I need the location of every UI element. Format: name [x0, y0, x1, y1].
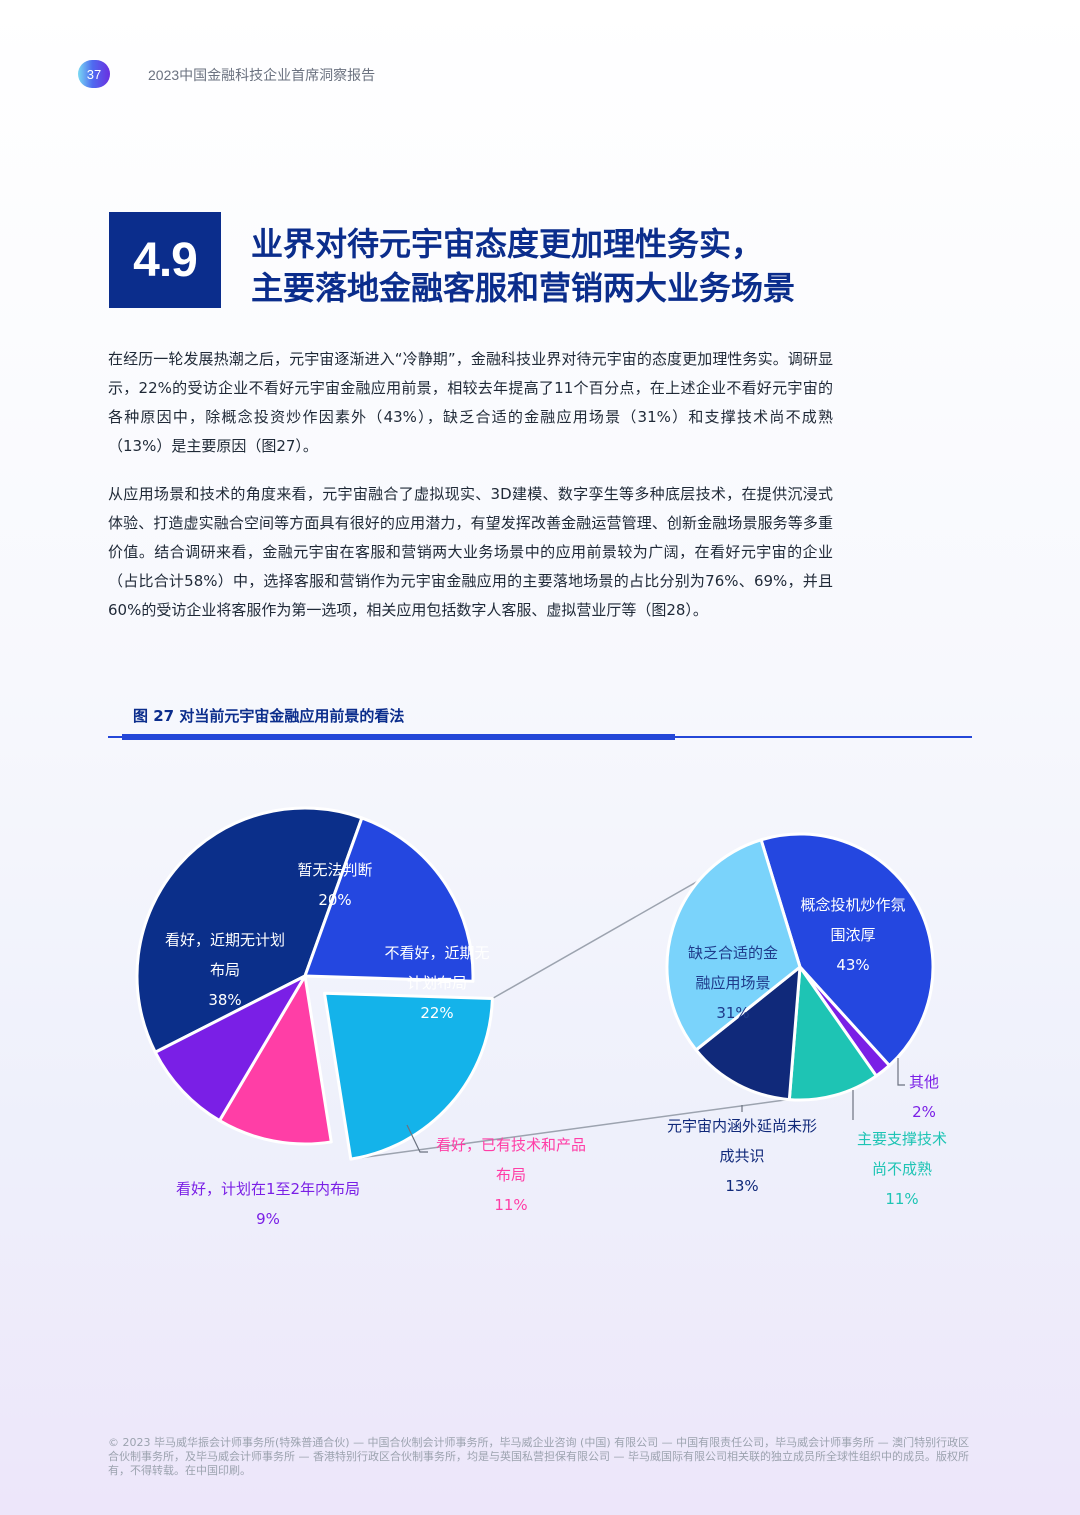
reasons-pie-label-3-value: 13% [725, 1177, 758, 1195]
main-pie-label-3-value: 11% [494, 1196, 527, 1214]
main-pie-slice-2 [323, 991, 494, 1161]
heading-line-2: 主要落地金融客服和营销两大业务场景 [251, 269, 796, 307]
main-pie-label-2-text: 不看好，近期无 [384, 944, 489, 962]
main-pie-label-0-text: 看好，近期无计划 [165, 931, 285, 949]
figure-rule-accent [122, 734, 675, 740]
reasons-pie-leader-1 [897, 1058, 905, 1086]
reasons-pie-label-4: 缺乏合适的金融应用场景 31% [688, 944, 778, 1022]
reasons-pie-slice-4 [665, 838, 802, 1052]
reasons-pie-label-3-text: 元宇宙内涵外延尚未形 [667, 1117, 817, 1135]
reasons-pie-label-2-text: 主要支撑技术 [857, 1130, 947, 1148]
page-number-badge: 37 [78, 60, 110, 88]
reasons-pie-slice-3 [694, 965, 802, 1102]
main-pie-slice-3 [217, 974, 333, 1146]
main-pie [135, 806, 494, 1161]
main-pie-label-4-text: 看好，计划在1至2年内布局 [176, 1180, 360, 1198]
reasons-pie-label-1-text: 其他 [909, 1073, 939, 1091]
main-pie-label-4: 看好，计划在1至2年内布局 9% [176, 1180, 360, 1228]
reasons-pie [665, 832, 935, 1102]
main-pie-leader-3 [406, 1124, 428, 1153]
reasons-pie-label-1-value: 2% [912, 1103, 936, 1121]
main-pie-label-0-text: 布局 [210, 961, 240, 979]
reasons-pie-slice-2 [787, 965, 878, 1102]
reasons-pie-label-4-text: 缺乏合适的金 [688, 944, 778, 962]
main-pie-label-1-text: 暂无法判断 [297, 861, 372, 879]
main-pie-label-2-text: 计划布局 [407, 974, 467, 992]
heading-line-1: 业界对待元宇宙态度更加理性务实， [251, 225, 764, 263]
reasons-pie-label-0-value: 43% [836, 956, 869, 974]
reasons-pie-label-0-text: 概念投机炒作氛 [800, 896, 905, 914]
reasons-pie-label-2-text: 尚不成熟 [872, 1160, 932, 1178]
reasons-pie-label-1: 其他 2% [909, 1073, 939, 1121]
body-paragraph-1: 在经历一轮发展热潮之后，元宇宙逐渐进入“冷静期”，金融科技业界对待元宇宙的态度更… [108, 350, 833, 455]
reasons-pie-label-2-value: 11% [885, 1190, 918, 1208]
main-pie-label-1: 暂无法判断 20% [297, 861, 372, 909]
connector-line-bottom [350, 1098, 789, 1160]
figure-title: 图 27 对当前元宇宙金融应用前景的看法 [133, 707, 405, 725]
body-paragraph-2: 从应用场景和技术的角度来看，元宇宙融合了虚拟现实、3D建模、数字孪生等多种底层技… [108, 485, 833, 619]
main-pie-label-4-value: 9% [256, 1210, 280, 1228]
copyright-footer: © 2023 毕马威华振会计师事务所(特殊普通合伙) — 中国合伙制会计师事务所… [108, 1436, 970, 1477]
reasons-pie-label-4-text: 融应用场景 [695, 974, 770, 992]
main-pie-slice-4 [153, 974, 307, 1123]
report-title: 2023中国金融科技企业首席洞察报告 [148, 67, 376, 83]
main-pie-slice-1 [303, 816, 475, 983]
main-pie-slice-0 [135, 806, 364, 1054]
pie-labels: 看好，近期无计划布局38%暂无法判断20%不看好，近期无计划布局22%看好，已有… [165, 861, 947, 1228]
pie-charts: 看好，近期无计划布局38%暂无法判断20%不看好，近期无计划布局22%看好，已有… [135, 806, 947, 1228]
reasons-pie-label-4-value: 31% [716, 1004, 749, 1022]
main-pie-label-3-text: 布局 [496, 1166, 526, 1184]
main-pie-label-3-text: 看好，已有技术和产品 [436, 1136, 586, 1154]
section-heading: 业界对待元宇宙态度更加理性务实， 主要落地金融客服和营销两大业务场景 [251, 222, 795, 310]
reasons-pie-label-3-text: 成共识 [719, 1147, 764, 1165]
section-number: 4.9 [109, 212, 221, 308]
main-pie-label-0-value: 38% [208, 991, 241, 1009]
reasons-pie-slice-0 [759, 832, 935, 1068]
reasons-pie-label-0-text: 围浓厚 [830, 926, 875, 944]
main-pie-label-2-value: 22% [420, 1004, 453, 1022]
main-pie-label-1-value: 20% [318, 891, 351, 909]
